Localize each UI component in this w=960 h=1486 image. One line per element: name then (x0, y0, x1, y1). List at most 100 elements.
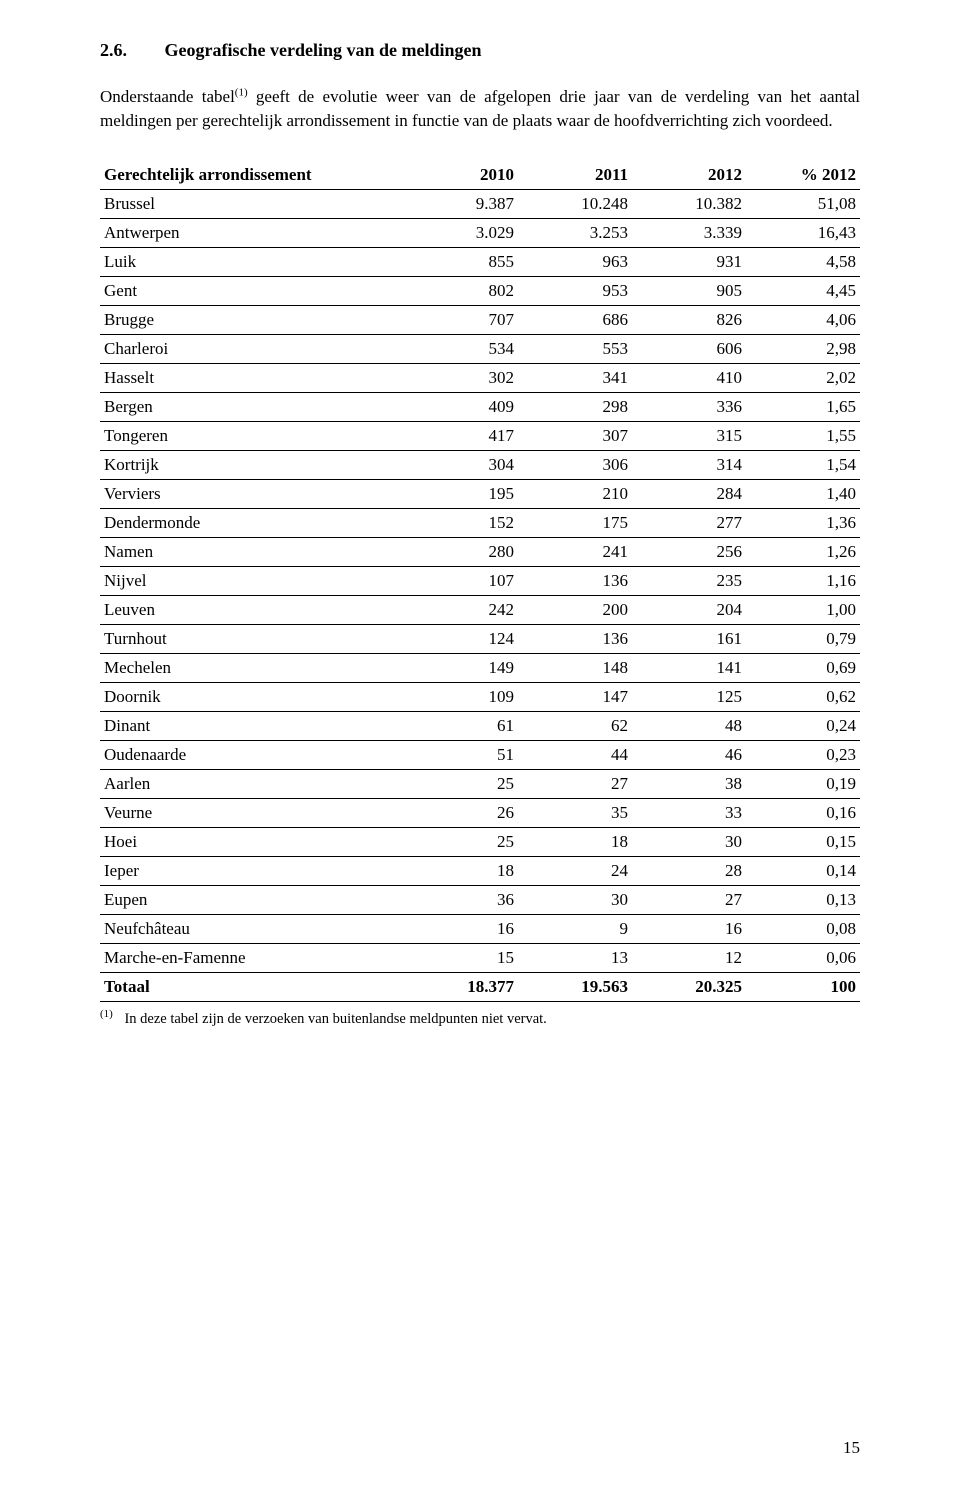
row-value: 16,43 (746, 218, 860, 247)
row-label: Dendermonde (100, 508, 404, 537)
row-value: 307 (518, 421, 632, 450)
row-value: 51,08 (746, 189, 860, 218)
row-label: Mechelen (100, 653, 404, 682)
row-label: Brussel (100, 189, 404, 218)
table-row: Antwerpen3.0293.2533.33916,43 (100, 218, 860, 247)
row-label: Marche-en-Famenne (100, 943, 404, 972)
row-value: 107 (404, 566, 518, 595)
row-value: 48 (632, 711, 746, 740)
row-value: 1,36 (746, 508, 860, 537)
row-value: 204 (632, 595, 746, 624)
col-header-label: Gerechtelijk arrondissement (100, 161, 404, 190)
row-value: 0,23 (746, 740, 860, 769)
row-label: Leuven (100, 595, 404, 624)
page-container: 2.6. Geografische verdeling van de meldi… (0, 0, 960, 1486)
table-row: Aarlen2527380,19 (100, 769, 860, 798)
row-value: 1,54 (746, 450, 860, 479)
row-value: 149 (404, 653, 518, 682)
row-value: 33 (632, 798, 746, 827)
row-value: 175 (518, 508, 632, 537)
table-row: Turnhout1241361610,79 (100, 624, 860, 653)
row-value: 3.029 (404, 218, 518, 247)
row-value: 0,62 (746, 682, 860, 711)
row-value: 38 (632, 769, 746, 798)
row-value: 25 (404, 827, 518, 856)
row-value: 16 (404, 914, 518, 943)
row-value: 24 (518, 856, 632, 885)
row-value: 44 (518, 740, 632, 769)
table-body: Brussel9.38710.24810.38251,08Antwerpen3.… (100, 189, 860, 1001)
row-value: 25 (404, 769, 518, 798)
table-row: Hasselt3023414102,02 (100, 363, 860, 392)
intro-paragraph: Onderstaande tabel(1) geeft de evolutie … (100, 85, 860, 133)
row-value: 0,24 (746, 711, 860, 740)
footnote-text: In deze tabel zijn de verzoeken van buit… (124, 1010, 546, 1026)
row-label: Antwerpen (100, 218, 404, 247)
row-value: 10.248 (518, 189, 632, 218)
row-value: 302 (404, 363, 518, 392)
row-value: 306 (518, 450, 632, 479)
table-row: Dinant6162480,24 (100, 711, 860, 740)
row-value: 298 (518, 392, 632, 421)
row-value: 4,58 (746, 247, 860, 276)
table-row: Tongeren4173073151,55 (100, 421, 860, 450)
row-value: 963 (518, 247, 632, 276)
row-value: 826 (632, 305, 746, 334)
footnote: (1) In deze tabel zijn de verzoeken van … (100, 1008, 860, 1028)
row-label: Luik (100, 247, 404, 276)
table-row: Ieper1824280,14 (100, 856, 860, 885)
row-value: 802 (404, 276, 518, 305)
row-value: 15 (404, 943, 518, 972)
row-value: 606 (632, 334, 746, 363)
table-row: Namen2802412561,26 (100, 537, 860, 566)
table-row: Luik8559639314,58 (100, 247, 860, 276)
row-value: 13 (518, 943, 632, 972)
row-value: 152 (404, 508, 518, 537)
row-label: Brugge (100, 305, 404, 334)
table-row: Hoei2518300,15 (100, 827, 860, 856)
row-value: 62 (518, 711, 632, 740)
row-value: 210 (518, 479, 632, 508)
table-row: Gent8029539054,45 (100, 276, 860, 305)
table-row: Veurne2635330,16 (100, 798, 860, 827)
row-value: 241 (518, 537, 632, 566)
row-value: 235 (632, 566, 746, 595)
table-total-row: Totaal18.37719.56320.325100 (100, 972, 860, 1001)
row-value: 9.387 (404, 189, 518, 218)
row-label: Tongeren (100, 421, 404, 450)
row-label: Eupen (100, 885, 404, 914)
row-value: 35 (518, 798, 632, 827)
total-label: Totaal (100, 972, 404, 1001)
row-value: 136 (518, 624, 632, 653)
row-value: 195 (404, 479, 518, 508)
row-value: 141 (632, 653, 746, 682)
row-value: 30 (518, 885, 632, 914)
row-value: 707 (404, 305, 518, 334)
table-row: Marche-en-Famenne1513120,06 (100, 943, 860, 972)
total-value: 18.377 (404, 972, 518, 1001)
table-row: Neufchâteau169160,08 (100, 914, 860, 943)
distribution-table: Gerechtelijk arrondissement 2010 2011 20… (100, 161, 860, 1002)
table-row: Charleroi5345536062,98 (100, 334, 860, 363)
row-value: 161 (632, 624, 746, 653)
table-row: Mechelen1491481410,69 (100, 653, 860, 682)
row-label: Nijvel (100, 566, 404, 595)
table-row: Oudenaarde5144460,23 (100, 740, 860, 769)
row-value: 341 (518, 363, 632, 392)
row-value: 1,65 (746, 392, 860, 421)
row-value: 109 (404, 682, 518, 711)
col-header-percent: % 2012 (746, 161, 860, 190)
page-number: 15 (843, 1438, 860, 1458)
table-row: Brugge7076868264,06 (100, 305, 860, 334)
row-value: 0,15 (746, 827, 860, 856)
row-value: 125 (632, 682, 746, 711)
section-heading: 2.6. Geografische verdeling van de meldi… (100, 40, 860, 61)
row-value: 4,06 (746, 305, 860, 334)
row-value: 30 (632, 827, 746, 856)
row-label: Namen (100, 537, 404, 566)
row-value: 1,40 (746, 479, 860, 508)
row-value: 0,69 (746, 653, 860, 682)
row-value: 0,08 (746, 914, 860, 943)
row-value: 410 (632, 363, 746, 392)
row-value: 28 (632, 856, 746, 885)
